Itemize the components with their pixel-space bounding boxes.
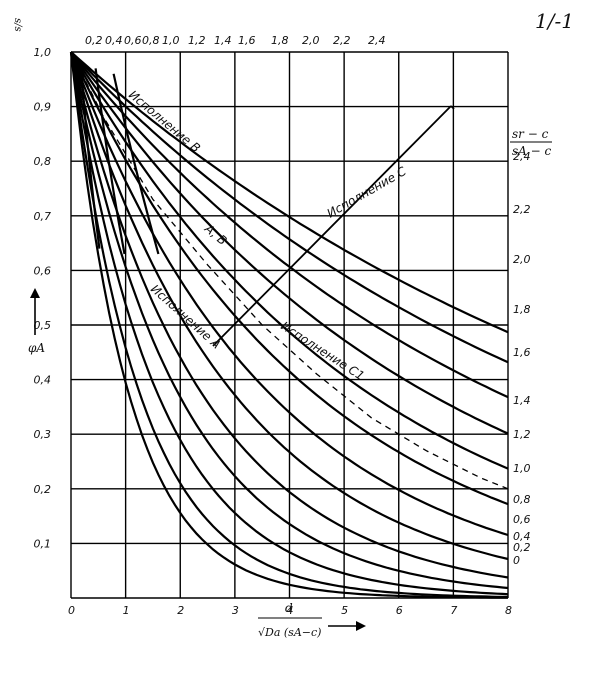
x-tick-label: 6 [396,604,403,617]
series-curve [70,51,509,435]
right-curve-label: 2,4 [513,150,531,163]
construction-line [212,105,452,347]
y-tick-label: 0,5 [34,319,52,332]
top-curve-label: 1,2 [188,34,206,47]
y-tick-label: 0,1 [34,537,52,550]
x-tick-label: 5 [341,604,348,617]
curves [69,51,509,599]
top-curve-label: 2,0 [302,34,320,47]
right-curve-label: 2,0 [513,253,531,266]
series-curve [70,51,509,334]
series-curve [70,51,509,506]
top-curve-label: 1,4 [214,34,232,47]
y-tick-label: 1,0 [34,46,52,59]
y-tick-label: 0,4 [34,374,52,387]
y-axis-label: φA [28,341,45,355]
top-curve-label: 0,2 [85,34,103,47]
series-curve [69,51,509,599]
y-tick-label: 0,3 [34,428,52,441]
x-tick-label: 1 [123,604,130,617]
construction-line [450,105,455,110]
variant-label: Исполнение C [325,164,410,221]
right-title-numerator: sr − c [512,127,549,141]
right-curve-label: 2,2 [513,203,531,216]
x-tick-label: 7 [450,604,457,617]
series-curve-dashed [70,51,509,490]
top-curve-label: 1,6 [238,34,256,47]
right-curve-label: 0 [513,554,520,567]
top-curve-label: 0,8 [142,34,160,47]
variant-label: Исполнение B [126,88,203,156]
right-curve-label: 1,8 [513,303,531,316]
y-title: s/s [12,18,23,32]
top-curve-label: 1,8 [271,34,289,47]
series-curve [69,51,509,590]
y-tick-label: 0,9 [34,101,52,114]
y-tick-label: 0,2 [34,483,52,496]
right-curve-label: 1,2 [513,428,531,441]
series-curve [94,68,126,255]
series-curve [70,51,509,399]
series-curve [69,51,509,579]
right-title-denominator: sA − c [512,144,552,158]
series-curve [112,73,160,255]
series-curve [70,51,509,364]
x-tick-label: 8 [505,604,512,617]
x-tick-label: 4 [287,604,294,617]
top-curve-label: 2,4 [368,34,386,47]
right-curve-label: 1,6 [513,346,531,359]
series-curve [69,51,509,561]
right-curve-label: 0,6 [513,513,531,526]
y-axis-arrow-head [30,288,40,298]
y-tick-label: 0,8 [34,155,52,168]
series-curve [79,62,101,249]
x-tick-label: 2 [177,604,184,617]
right-curve-label: 0,2 [513,541,531,554]
right-curve-label: 0,8 [513,493,531,506]
right-curve-label: 1,0 [513,462,531,475]
x-title-numerator: d [285,601,293,615]
series-curve [69,51,509,598]
x-axis-arrow-head [356,621,366,631]
top-curve-label: 2,2 [333,34,351,47]
series-curve [69,51,509,537]
y-tick-label: 0,7 [34,210,52,223]
series-curve [69,51,509,596]
variant-label: A, B [201,221,229,248]
series-curve [70,51,509,470]
right-curve-label: 1,4 [513,394,531,407]
top-curve-label: 0,6 [124,34,142,47]
x-tick-label: 3 [232,604,239,617]
corner-mark: 1/-1 [535,9,574,33]
x-title-denominator: √Da (sA−c) [258,626,321,639]
y-tick-label: 0,6 [34,264,52,277]
right-curve-label: 0,4 [513,530,531,543]
top-curve-label: 1,0 [162,34,180,47]
x-tick-label: 0 [68,604,75,617]
top-curve-label: 0,4 [105,34,123,47]
